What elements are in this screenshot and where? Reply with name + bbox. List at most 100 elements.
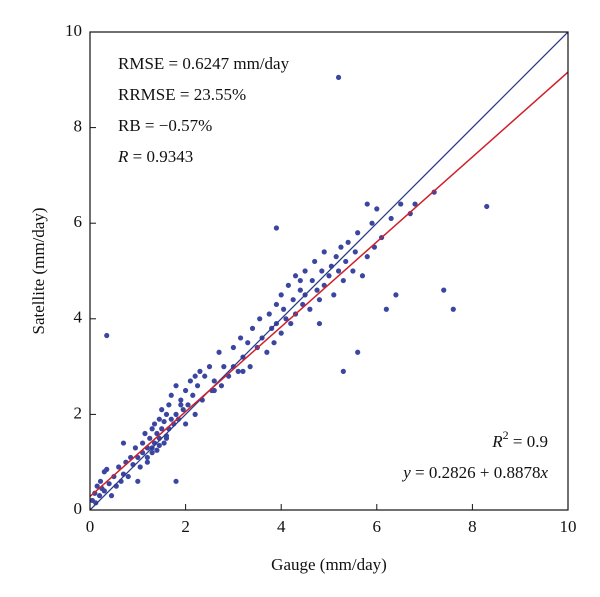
point [154, 447, 160, 453]
point [178, 397, 184, 403]
point [149, 450, 155, 456]
point [374, 206, 380, 212]
point [412, 201, 418, 207]
point [183, 421, 189, 427]
point [202, 373, 208, 379]
point [120, 440, 127, 446]
point [101, 469, 107, 475]
point [142, 430, 148, 437]
point [139, 440, 146, 446]
point [168, 416, 174, 422]
point [309, 277, 315, 284]
point [321, 249, 327, 255]
point [307, 306, 313, 312]
y-tick-label: 0 [74, 499, 83, 518]
point [93, 500, 99, 506]
point [173, 383, 179, 389]
x-tick-label: 10 [560, 517, 577, 536]
point [312, 258, 318, 265]
point [163, 435, 170, 441]
annotation-part: RB = −0.57% [118, 116, 212, 135]
point [221, 364, 227, 370]
point [116, 464, 122, 470]
x-axis-label: Gauge (mm/day) [271, 555, 387, 574]
point [144, 459, 150, 465]
point [96, 493, 103, 499]
point [302, 268, 308, 274]
annotation: R = 0.9343 [117, 147, 193, 166]
point [97, 478, 104, 484]
point [211, 387, 217, 394]
point [240, 368, 246, 374]
point [163, 411, 170, 417]
point [101, 488, 107, 494]
point [383, 306, 389, 312]
point [292, 273, 299, 279]
y-tick-label: 10 [65, 21, 82, 40]
point [111, 473, 117, 480]
annotation: RMSE = 0.6247 mm/day [118, 54, 290, 73]
point [288, 320, 294, 327]
point [156, 442, 162, 449]
point [316, 320, 323, 327]
point [166, 402, 172, 408]
point [271, 340, 277, 346]
point [180, 407, 186, 413]
point [194, 383, 201, 389]
point [161, 440, 167, 446]
y-tick-label: 2 [74, 403, 83, 422]
annotation: R2 = 0.9 [491, 428, 548, 451]
point [285, 282, 291, 288]
point [331, 292, 337, 298]
point [393, 292, 399, 298]
point [431, 189, 437, 195]
point [247, 364, 253, 370]
point [359, 273, 366, 279]
point [211, 378, 217, 384]
point [187, 378, 193, 384]
point [135, 478, 141, 484]
point [125, 473, 131, 480]
point [326, 273, 332, 279]
point [441, 287, 447, 293]
point [340, 368, 346, 374]
point [183, 387, 189, 394]
point [273, 301, 280, 308]
point [352, 249, 358, 255]
point [364, 254, 370, 260]
x-tick-label: 0 [86, 517, 95, 536]
annotation-part: RRMSE = 23.55% [118, 85, 246, 104]
x-tick-label: 2 [181, 517, 190, 536]
point [355, 230, 361, 236]
point [104, 332, 110, 339]
point [192, 373, 198, 379]
point [450, 306, 456, 312]
annotation: RB = −0.57% [118, 116, 212, 135]
fit-line [90, 71, 568, 498]
annotation: RRMSE = 23.55% [118, 85, 246, 104]
point [173, 478, 179, 484]
reference-line [90, 32, 568, 510]
point [235, 368, 241, 374]
point [149, 426, 155, 432]
point [218, 383, 225, 389]
point [343, 258, 349, 265]
point [192, 411, 198, 417]
x-tick-label: 6 [373, 517, 382, 536]
point [264, 349, 270, 355]
point [355, 349, 361, 355]
y-tick-label: 8 [74, 117, 83, 136]
annotation-part: 2 [503, 428, 509, 442]
annotation-part: = 0.2826 + 0.8878 [411, 463, 541, 482]
point [388, 215, 394, 222]
point [168, 392, 174, 398]
annotation-part: x [539, 463, 548, 482]
annotation-part: y [401, 463, 411, 482]
point [156, 416, 162, 422]
point [178, 402, 184, 408]
point [249, 325, 256, 331]
point [338, 244, 344, 250]
annotation-part: = 0.9343 [128, 147, 193, 166]
point [137, 464, 143, 470]
annotation-part: RMSE = 0.6247 mm/day [118, 54, 290, 73]
